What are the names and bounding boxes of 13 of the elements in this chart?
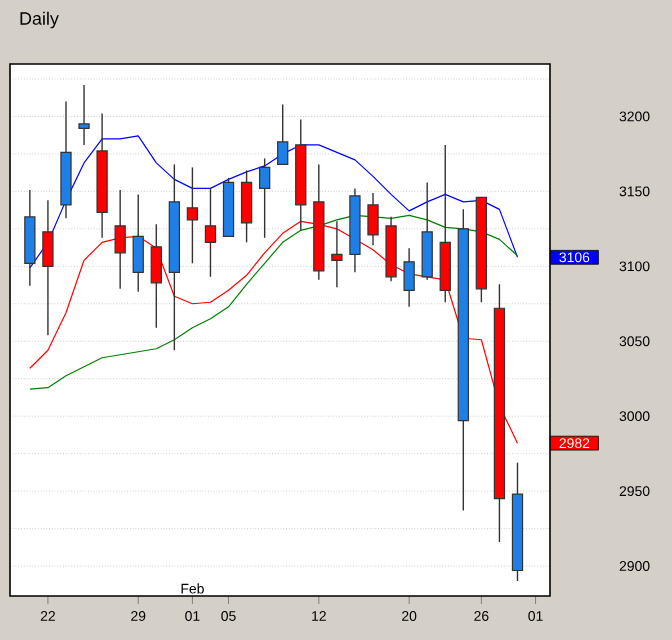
candlestick — [186, 166, 199, 264]
candlestick — [403, 247, 415, 308]
candlestick — [240, 169, 253, 244]
candlestick — [42, 199, 54, 336]
candlestick — [421, 181, 433, 281]
candlestick — [204, 187, 217, 278]
candlestick — [78, 84, 90, 146]
candlestick — [367, 192, 379, 247]
candlestick — [24, 189, 36, 287]
candlestick — [258, 157, 271, 239]
chart-title: Daily — [20, 11, 59, 29]
candlestick — [277, 103, 289, 166]
candlestick — [132, 193, 144, 293]
